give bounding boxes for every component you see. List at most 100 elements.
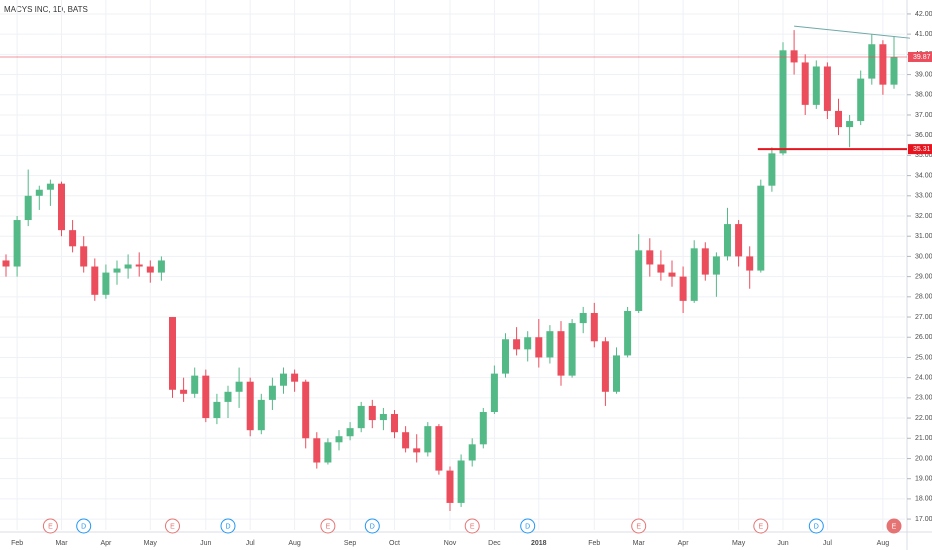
event-label: E (48, 523, 53, 530)
candle-body (324, 442, 332, 463)
candle-body (58, 183, 65, 231)
candle-body (13, 220, 21, 267)
event-marker (753, 518, 769, 534)
candle-body (579, 312, 587, 324)
event-marker (320, 518, 336, 534)
candle-body (690, 248, 698, 301)
candle-body (457, 460, 465, 503)
candle-body (635, 250, 643, 311)
candle-body (157, 260, 165, 273)
candle-body (180, 389, 188, 394)
candle-body (679, 276, 687, 301)
y-tick-label: 39.00 (915, 71, 932, 78)
candle-body (379, 414, 387, 421)
y-tick-label: 21.00 (915, 435, 932, 442)
x-tick-label: Jul (823, 540, 832, 547)
y-tick-label: 26.00 (915, 334, 932, 341)
candle-body (768, 153, 776, 186)
x-tick-label: Feb (588, 540, 600, 547)
y-tick-label: 24.00 (915, 374, 932, 381)
trendline (794, 25, 911, 39)
candle-body (391, 414, 398, 433)
candle-body (624, 310, 632, 356)
event-label: D (225, 523, 230, 530)
candle-body (257, 399, 265, 431)
candle-body (224, 391, 232, 402)
candle-body (490, 373, 498, 412)
y-tick-label: 30.00 (915, 253, 932, 260)
candle-body (657, 264, 665, 273)
y-tick-label: 36.00 (915, 132, 932, 139)
y-tick-label: 32.00 (915, 213, 932, 220)
candle-body (102, 272, 110, 295)
x-tick-label: Dec (488, 540, 501, 547)
x-tick-label: 2018 (531, 540, 547, 547)
y-tick-label: 34.00 (915, 172, 932, 179)
x-tick-label: May (732, 540, 746, 547)
event-marker (220, 518, 236, 534)
y-tick-label: 37.00 (915, 112, 932, 119)
last-price-label: 39.87 (913, 54, 931, 61)
candle-body (357, 405, 365, 429)
x-tick-label: Sep (344, 540, 357, 547)
candle-body (313, 438, 321, 463)
candle-body (246, 381, 254, 431)
candle-body (823, 66, 831, 111)
y-tick-label: 33.00 (915, 193, 932, 200)
event-marker (808, 518, 824, 534)
x-tick-label: Jun (777, 540, 788, 547)
x-tick-label: Jul (246, 540, 255, 547)
candle-body (424, 426, 432, 453)
event-marker (520, 518, 536, 534)
last-price-tag (908, 51, 932, 62)
candle-body (402, 432, 410, 449)
candle-body (202, 375, 210, 419)
event-marker (464, 518, 480, 534)
x-tick-label: Apr (100, 540, 112, 547)
candle-body (302, 381, 310, 439)
x-tick-label: Apr (678, 540, 690, 547)
x-tick-label: Nov (444, 540, 457, 547)
candle-body (601, 341, 609, 392)
candle-body (568, 323, 576, 376)
y-tick-label: 23.00 (915, 395, 932, 402)
x-tick-label: Aug (877, 540, 890, 547)
candle-body (790, 50, 798, 63)
candle-body (613, 355, 620, 392)
candle-body (368, 405, 376, 421)
candle-body (80, 246, 88, 267)
event-marker (364, 518, 380, 534)
candle-body (868, 44, 876, 79)
y-tick-label: 20.00 (915, 455, 932, 462)
candle-body (668, 272, 676, 277)
candle-body (146, 266, 154, 273)
y-tick-label: 19.00 (915, 476, 932, 483)
x-tick-label: May (144, 540, 158, 547)
candle-body (46, 183, 54, 190)
event-marker (42, 518, 58, 534)
event-label: E (170, 523, 175, 530)
candle-body (69, 230, 77, 247)
candle-body (846, 121, 854, 128)
event-label: D (370, 523, 375, 530)
candle-body (113, 268, 121, 273)
y-tick-label: 28.00 (915, 294, 932, 301)
candle-body (812, 66, 820, 105)
y-tick-label: 29.00 (915, 273, 932, 280)
y-tick-label: 17.00 (915, 516, 932, 523)
x-tick-label: Feb (11, 540, 23, 547)
candle-body (724, 224, 731, 257)
candle-body (169, 317, 176, 390)
candle-body (801, 62, 809, 105)
candle-body (268, 385, 276, 400)
candle-body (546, 331, 554, 358)
event-label: D (814, 523, 819, 530)
candle-body (879, 44, 887, 85)
y-tick-label: 25.00 (915, 354, 932, 361)
event-label: D (525, 523, 530, 530)
level-label: 35.31 (913, 146, 931, 153)
candle-body (2, 260, 10, 267)
candle-body (735, 224, 743, 257)
candle-body (557, 331, 565, 376)
